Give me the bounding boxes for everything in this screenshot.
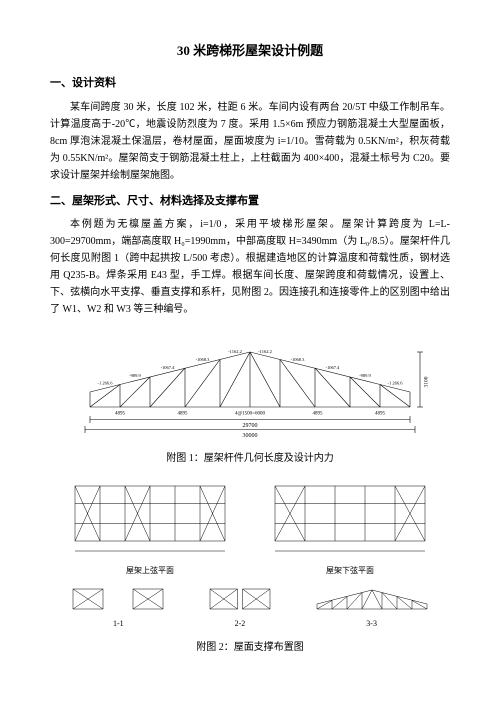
figure2-bracing: 屋架上弦平面 屋架下弦平面 [50, 481, 450, 630]
caption1: 附图 1：屋架杆件几何长度及设计内力 [50, 450, 450, 467]
svg-text:-989.9: -989.9 [359, 373, 371, 378]
fig2-label-3-3: 3-3 [312, 617, 432, 631]
section1-heading: 一、设计资料 [50, 74, 450, 93]
svg-text:-1 266.6: -1 266.6 [388, 381, 404, 386]
svg-text:4895: 4895 [313, 412, 324, 417]
fig1-dim-30000: 30000 [243, 433, 258, 439]
svg-text:-1 266.6: -1 266.6 [98, 381, 114, 386]
svg-text:4895: 4895 [375, 412, 386, 417]
svg-text:4895: 4895 [115, 412, 126, 417]
svg-text:-1068.3: -1068.3 [196, 357, 211, 362]
svg-text:-1067.4: -1067.4 [326, 365, 341, 370]
svg-text:4@1500=6000: 4@1500=6000 [235, 412, 265, 417]
figure1-truss: -1 266.6 -989.9 -1067.4 -1068.3 -1162.2 … [50, 332, 450, 442]
svg-text:-1162.2: -1162.2 [228, 349, 242, 354]
page-title: 30 米跨梯形屋架设计例题 [50, 40, 450, 62]
fig2-label-2-2: 2-2 [205, 617, 275, 631]
section2-para1: 本例题为无檩屋盖方案，i=1/0，采用平坡梯形屋架。屋架计算跨度为 L=L-30… [50, 216, 450, 318]
fig1-dim-height: 3100 [424, 377, 430, 388]
svg-text:-989.9: -989.9 [129, 373, 141, 378]
fig2-label-topleft: 屋架上弦平面 [70, 564, 230, 578]
section1-para1: 某车间跨度 30 米，长度 102 米，柱距 6 米。车间内设有两台 20/5T… [50, 99, 450, 184]
svg-text:4895: 4895 [178, 412, 189, 417]
svg-text:-1067.4: -1067.4 [161, 365, 176, 370]
fig1-dim-29700: 29700 [243, 423, 258, 429]
section2-heading: 二、屋架形式、尺寸、材料选择及支撑布置 [50, 192, 450, 211]
caption2: 附图 2：屋面支撑布置图 [50, 639, 450, 656]
fig2-label-1-1: 1-1 [68, 617, 168, 631]
svg-text:-1068.3: -1068.3 [291, 357, 306, 362]
fig2-label-topright: 屋架下弦平面 [270, 564, 430, 578]
svg-text:-1162.2: -1162.2 [258, 349, 272, 354]
